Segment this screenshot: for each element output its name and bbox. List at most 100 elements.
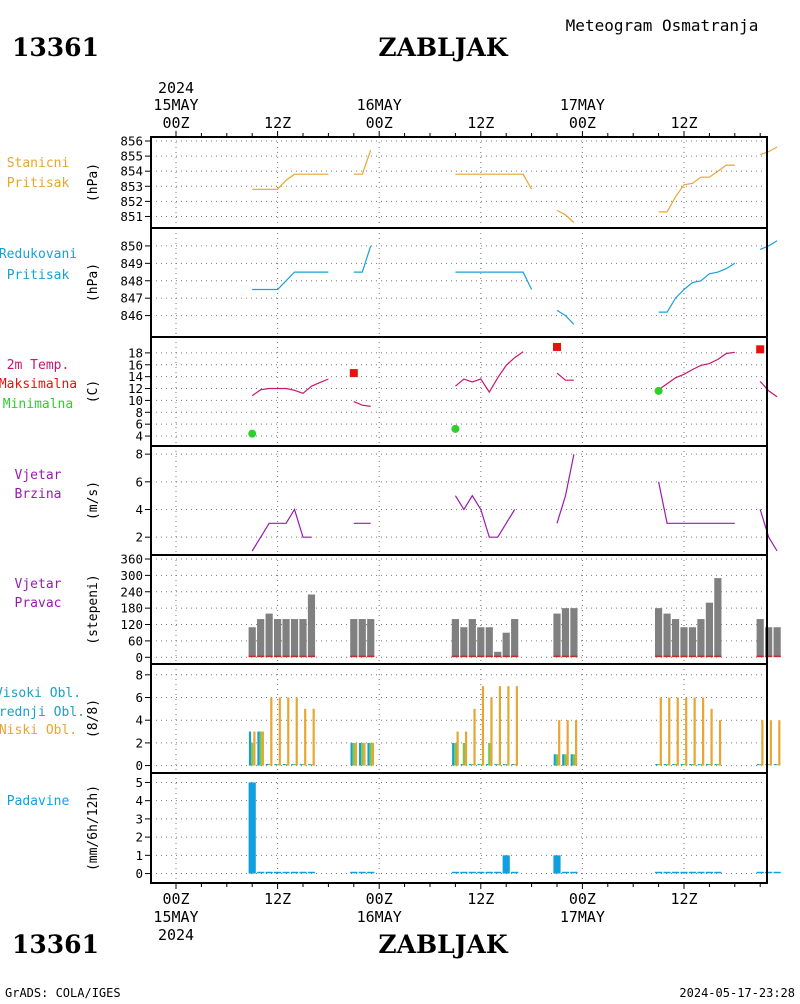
ytick-label: 0 (135, 650, 143, 665)
footer-credit: GrADS: COLA/IGES (5, 986, 121, 1000)
bottom-hour-label: 00Z (366, 890, 393, 908)
wind-dir-bar (553, 613, 561, 658)
wind-dir-bar (663, 613, 671, 658)
cloud-low-bar (312, 708, 315, 766)
ytick-label: 3 (135, 811, 143, 826)
cloud-low-bar (287, 697, 290, 766)
cloud-low-bar (481, 686, 485, 766)
series-line-reduced_pressure (252, 271, 329, 291)
series-line-wind_speed (759, 509, 778, 552)
ytick-label: 848 (120, 273, 143, 288)
cloud-high-bar (257, 731, 260, 766)
cloud-mid-bar (251, 742, 254, 766)
series-line-temperature (658, 351, 735, 391)
series-line-station_pressure (252, 173, 329, 190)
series-line-reduced_pressure (759, 240, 778, 250)
ytick-label: 855 (120, 149, 143, 164)
wind-dir-bar (257, 619, 265, 658)
panel-label-wind_speed-1: Brzina (15, 487, 62, 502)
cloud-low-bar (278, 697, 281, 766)
ytick-label: 180 (120, 601, 143, 616)
tmin-marker (451, 424, 460, 433)
panel-frame-reduced_pressure (150, 227, 768, 338)
wind-dir-bar (477, 627, 485, 658)
station-id-bottom: 13361 (12, 930, 99, 959)
wind-dir-bar (468, 619, 476, 658)
wind-dir-bar (494, 651, 502, 658)
panel-label-precipitation-0: Padavine (7, 794, 70, 809)
wind-dir-bar (511, 619, 519, 658)
top-date-label: 17MAY (560, 96, 605, 114)
series-line-temperature (556, 372, 574, 381)
series-line-wind_speed (251, 508, 312, 552)
ytick-label: 5 (135, 775, 143, 790)
panel-label-clouds-2: Niski Obl. (0, 723, 77, 738)
panel-label-clouds-1: Srednji Obl. (0, 705, 85, 720)
cloud-low-bar (464, 731, 468, 766)
wind-dir-bar (570, 608, 578, 658)
cloud-high-bar (350, 742, 353, 766)
tmax-marker (552, 342, 561, 351)
wind-dir-bar (705, 602, 713, 658)
series-line-temperature (455, 351, 524, 394)
cloud-low-bar (558, 720, 561, 766)
wind-dir-bar (265, 613, 273, 658)
cloud-low-bar (498, 686, 502, 766)
cloud-low-bar (371, 742, 375, 766)
ytick-label: 850 (120, 238, 143, 253)
panel-label-station_pressure-0: Stanicni (7, 156, 70, 171)
ytick-label: 12 (128, 381, 143, 396)
wind-dir-bar (502, 632, 510, 658)
wind-dir-bar (688, 627, 697, 658)
wind-dir-bar (273, 619, 282, 658)
ytick-label: 853 (120, 179, 143, 194)
ytick-label: 8 (135, 667, 143, 682)
cloud-high-bar (358, 742, 362, 766)
bottom-date-label: 16MAY (357, 908, 402, 926)
ytick-label: 2 (135, 530, 143, 545)
series-line-station_pressure (658, 164, 735, 213)
wind-dir-bar (654, 608, 663, 658)
series-line-station_pressure (455, 173, 533, 190)
ytick-label: 6 (135, 690, 143, 705)
bottom-hour-label: 00Z (162, 890, 189, 908)
ytick-label: 6 (135, 474, 143, 489)
cloud-low-bar (295, 697, 298, 766)
cloud-low-bar (456, 731, 459, 766)
top-date-label: 15MAY (153, 96, 198, 114)
ytick-label: 847 (120, 291, 143, 306)
cloud-low-bar (507, 686, 510, 766)
cloud-low-bar (515, 686, 518, 766)
wind-dir-bar (765, 627, 773, 658)
bottom-hour-label: 12Z (264, 890, 291, 908)
cloud-low-bar (685, 697, 688, 766)
wind-dir-bar (460, 627, 468, 658)
top-hour-label: 12Z (264, 114, 291, 132)
series-line-wind_speed (556, 454, 575, 524)
tmin-marker (654, 386, 663, 395)
ytick-label: 2 (135, 830, 143, 845)
wind-dir-bar (680, 627, 688, 658)
bottom-time-axis: 00Z 12Z 00Z 12Z 00Z 12Z 15MAY 16MAY 17MAY (153, 883, 761, 926)
series-line-temperature (353, 401, 371, 407)
cloud-low-bar (659, 697, 662, 766)
ytick-label: 8 (135, 405, 143, 420)
bottom-hour-label: 12Z (670, 890, 697, 908)
bottom-hour-label: 12Z (467, 890, 494, 908)
cloud-mid-bar (352, 742, 355, 766)
wind-dir-bar (358, 619, 366, 658)
unit-label-clouds: (8/8) (86, 699, 101, 738)
cloud-mid-bar (555, 754, 559, 766)
cloud-low-bar (261, 731, 264, 766)
ytick-label: 851 (120, 209, 143, 224)
panel-frame-clouds (150, 663, 768, 774)
cloud-low-bar (253, 731, 256, 766)
panel-wind_speed: Vjetar Brzina (m/s) 2 4 6 8 (15, 445, 778, 556)
series-line-station_pressure (353, 149, 372, 175)
ytick-label: 18 (128, 345, 143, 360)
cloud-high-bar (553, 754, 556, 766)
ytick-label: 0 (135, 758, 143, 773)
